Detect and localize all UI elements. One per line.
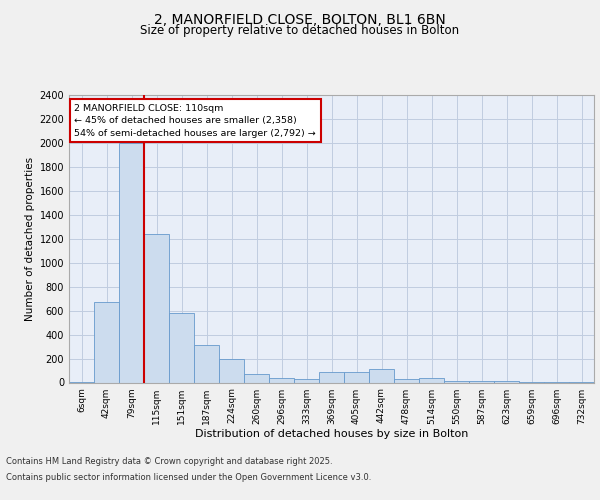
Bar: [294, 379, 319, 382]
Y-axis label: Number of detached properties: Number of detached properties: [25, 156, 35, 321]
Text: 2, MANORFIELD CLOSE, BOLTON, BL1 6BN: 2, MANORFIELD CLOSE, BOLTON, BL1 6BN: [154, 12, 446, 26]
Bar: [244, 374, 269, 382]
Bar: [319, 372, 344, 382]
Bar: [444, 380, 469, 382]
Bar: [344, 372, 369, 382]
Bar: [219, 358, 244, 382]
Text: Contains public sector information licensed under the Open Government Licence v3: Contains public sector information licen…: [6, 472, 371, 482]
Text: 2 MANORFIELD CLOSE: 110sqm
← 45% of detached houses are smaller (2,358)
54% of s: 2 MANORFIELD CLOSE: 110sqm ← 45% of deta…: [74, 104, 316, 138]
Bar: [94, 302, 119, 382]
Bar: [144, 234, 169, 382]
Text: Size of property relative to detached houses in Bolton: Size of property relative to detached ho…: [140, 24, 460, 37]
Bar: [269, 378, 294, 382]
Bar: [194, 346, 219, 383]
Bar: [119, 143, 144, 382]
Bar: [394, 379, 419, 382]
Text: Contains HM Land Registry data © Crown copyright and database right 2025.: Contains HM Land Registry data © Crown c…: [6, 458, 332, 466]
Bar: [169, 313, 194, 382]
X-axis label: Distribution of detached houses by size in Bolton: Distribution of detached houses by size …: [195, 430, 468, 440]
Bar: [419, 378, 444, 382]
Bar: [369, 368, 394, 382]
